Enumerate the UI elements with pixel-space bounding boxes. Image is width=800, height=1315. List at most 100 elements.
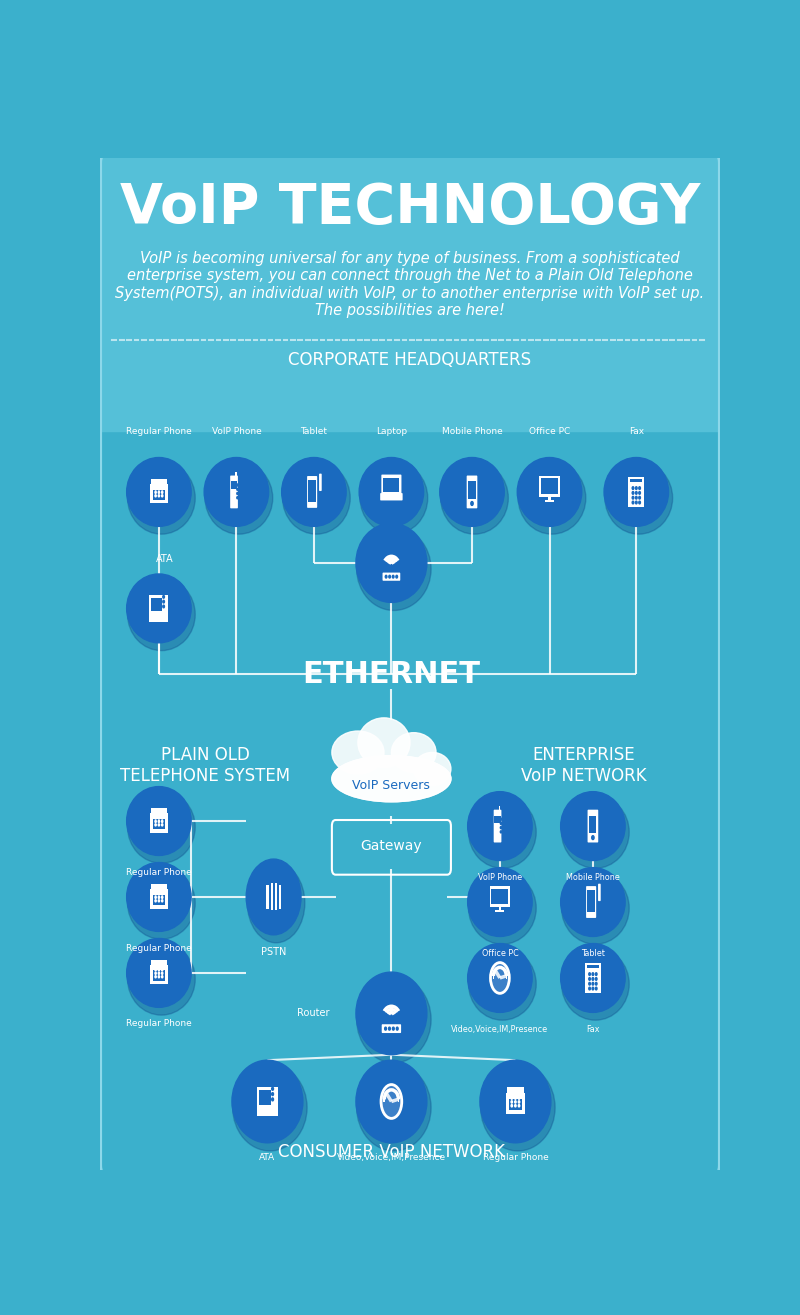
Circle shape <box>491 964 509 993</box>
Circle shape <box>500 818 502 821</box>
Ellipse shape <box>356 1060 427 1143</box>
FancyBboxPatch shape <box>382 475 402 496</box>
Circle shape <box>155 897 156 898</box>
Circle shape <box>638 487 641 489</box>
Circle shape <box>592 977 594 980</box>
Circle shape <box>514 1105 516 1107</box>
Text: VoIP Phone: VoIP Phone <box>478 873 522 881</box>
Ellipse shape <box>332 756 451 802</box>
Circle shape <box>632 487 634 489</box>
Circle shape <box>385 1027 386 1030</box>
Ellipse shape <box>468 944 532 1013</box>
FancyBboxPatch shape <box>506 1093 525 1114</box>
Ellipse shape <box>481 1064 555 1151</box>
Circle shape <box>511 1097 513 1099</box>
Text: CONSUMER VoIP NETWORK: CONSUMER VoIP NETWORK <box>278 1143 505 1161</box>
FancyBboxPatch shape <box>398 1097 399 1102</box>
FancyBboxPatch shape <box>230 476 238 509</box>
Circle shape <box>162 605 165 608</box>
Circle shape <box>158 972 159 974</box>
Text: Office PC: Office PC <box>482 948 518 957</box>
Circle shape <box>158 976 159 978</box>
Circle shape <box>503 818 504 821</box>
Ellipse shape <box>358 718 410 767</box>
Text: Regular Phone: Regular Phone <box>482 1153 548 1162</box>
Circle shape <box>162 823 163 826</box>
Circle shape <box>389 1027 390 1030</box>
Circle shape <box>155 899 156 902</box>
FancyBboxPatch shape <box>153 894 165 905</box>
Text: Tablet: Tablet <box>581 948 605 957</box>
FancyBboxPatch shape <box>498 806 500 814</box>
Ellipse shape <box>126 863 191 931</box>
FancyBboxPatch shape <box>495 910 504 913</box>
Ellipse shape <box>357 527 431 610</box>
Circle shape <box>239 492 241 494</box>
Ellipse shape <box>282 462 350 534</box>
Circle shape <box>155 488 156 490</box>
Ellipse shape <box>126 939 191 1007</box>
FancyBboxPatch shape <box>499 902 501 910</box>
FancyBboxPatch shape <box>278 885 282 909</box>
Circle shape <box>239 497 241 498</box>
Circle shape <box>635 487 637 489</box>
FancyBboxPatch shape <box>231 481 238 489</box>
Text: ETHERNET: ETHERNET <box>302 660 480 689</box>
Circle shape <box>237 492 238 494</box>
Circle shape <box>638 501 641 504</box>
Text: Regular Phone: Regular Phone <box>126 1019 192 1028</box>
Text: ATA: ATA <box>156 554 174 564</box>
Ellipse shape <box>232 1060 303 1143</box>
Circle shape <box>500 831 502 832</box>
FancyBboxPatch shape <box>266 885 269 909</box>
FancyBboxPatch shape <box>150 594 168 622</box>
Circle shape <box>595 982 597 985</box>
Circle shape <box>162 893 163 896</box>
Ellipse shape <box>469 796 536 868</box>
Text: Fax: Fax <box>586 1024 600 1034</box>
Circle shape <box>162 821 163 822</box>
Circle shape <box>162 488 163 490</box>
Circle shape <box>592 836 594 839</box>
Circle shape <box>162 899 163 902</box>
Text: ENTERPRISE
VoIP NETWORK: ENTERPRISE VoIP NETWORK <box>521 746 646 785</box>
Circle shape <box>158 823 159 826</box>
FancyBboxPatch shape <box>150 965 168 985</box>
Circle shape <box>595 977 597 980</box>
Circle shape <box>392 576 394 579</box>
Circle shape <box>471 501 473 505</box>
FancyBboxPatch shape <box>151 960 166 965</box>
Ellipse shape <box>518 458 582 526</box>
FancyBboxPatch shape <box>539 476 559 497</box>
Circle shape <box>155 823 156 826</box>
Circle shape <box>237 488 238 490</box>
Text: Laptop: Laptop <box>376 427 407 437</box>
Circle shape <box>155 893 156 896</box>
Text: VoIP Servers: VoIP Servers <box>353 778 430 792</box>
Circle shape <box>595 988 597 990</box>
Ellipse shape <box>604 458 669 526</box>
Circle shape <box>158 893 159 896</box>
Text: Regular Phone: Regular Phone <box>126 868 192 877</box>
Ellipse shape <box>468 868 532 936</box>
Ellipse shape <box>562 796 630 868</box>
FancyBboxPatch shape <box>153 489 165 500</box>
FancyBboxPatch shape <box>307 476 317 508</box>
Circle shape <box>239 488 241 490</box>
Text: Gateway: Gateway <box>361 839 422 853</box>
FancyBboxPatch shape <box>491 889 509 903</box>
Circle shape <box>503 827 504 828</box>
FancyBboxPatch shape <box>587 965 598 968</box>
Circle shape <box>396 1027 398 1030</box>
Circle shape <box>595 973 597 976</box>
Ellipse shape <box>441 462 508 534</box>
Text: Mobile Phone: Mobile Phone <box>442 427 502 437</box>
Ellipse shape <box>247 863 305 943</box>
FancyBboxPatch shape <box>151 884 166 889</box>
Ellipse shape <box>360 462 428 534</box>
Circle shape <box>237 484 238 487</box>
Circle shape <box>592 988 594 990</box>
Ellipse shape <box>561 792 625 860</box>
Circle shape <box>589 973 590 976</box>
FancyBboxPatch shape <box>590 815 597 832</box>
